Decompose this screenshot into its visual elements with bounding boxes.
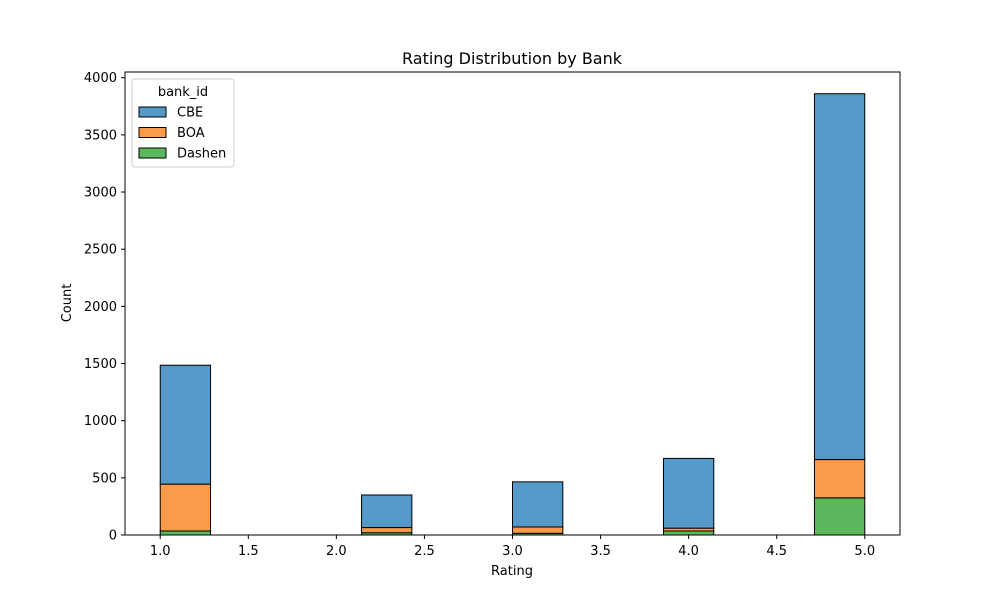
x-tick-label: 2.0 (326, 544, 347, 559)
y-tick-label: 3000 (84, 186, 117, 201)
x-tick-label: 4.5 (766, 544, 787, 559)
y-tick-label: 2500 (84, 243, 117, 258)
x-tick-label: 2.5 (414, 544, 435, 559)
bar-boa-1 (159, 483, 212, 532)
bar-cbe-4 (662, 457, 715, 529)
x-tick-label: 3.5 (590, 544, 611, 559)
bar-cbe-1 (159, 364, 212, 485)
bar-cbe-3 (512, 481, 564, 528)
x-axis-label: Rating (491, 564, 533, 579)
chart-title: Rating Distribution by Bank (402, 49, 623, 68)
legend-label-dashen: Dashen (177, 147, 226, 162)
y-tick-label: 1000 (84, 414, 117, 429)
bar-dashen-1 (159, 530, 212, 536)
y-tick-label: 3500 (84, 128, 117, 143)
legend-box (131, 78, 235, 168)
x-tick-label: 3.0 (502, 544, 523, 559)
bar-boa-2 (361, 527, 413, 534)
legend-title: bank_id (158, 85, 208, 100)
bar-cbe-2 (361, 494, 413, 529)
y-tick-label: 4000 (84, 71, 117, 86)
bar-boa-5 (813, 459, 866, 499)
x-tick-label: 5.0 (854, 544, 875, 559)
y-tick-label: 1500 (84, 357, 117, 372)
bar-cbe-5 (813, 93, 866, 461)
y-axis: 0 500 1000 1500 2000 2500 3000 3500 4000 (84, 71, 125, 544)
legend: bank_id CBE BOA Dashen (131, 78, 235, 168)
bar-boa-3 (512, 526, 564, 534)
x-axis: 1.0 1.5 2.0 2.5 3.0 3.5 4.0 4.5 5.0 (150, 535, 875, 559)
y-tick-label: 0 (109, 529, 117, 544)
legend-swatch-dashen (138, 147, 167, 159)
legend-label-boa: BOA (177, 126, 205, 141)
plot-frame (124, 71, 901, 536)
x-tick-label: 1.5 (238, 544, 259, 559)
bar-dashen-5 (813, 497, 866, 536)
legend-label-cbe: CBE (177, 106, 203, 121)
legend-swatch-cbe (138, 106, 167, 118)
y-tick-label: 500 (92, 471, 117, 486)
bar-dashen-4 (662, 530, 715, 536)
x-tick-label: 4.0 (678, 544, 699, 559)
x-tick-label: 1.0 (150, 544, 171, 559)
legend-swatch-boa (138, 127, 167, 138)
y-tick-label: 2000 (84, 300, 117, 315)
y-axis-label: Count (60, 284, 75, 323)
bars-layer (159, 93, 866, 536)
